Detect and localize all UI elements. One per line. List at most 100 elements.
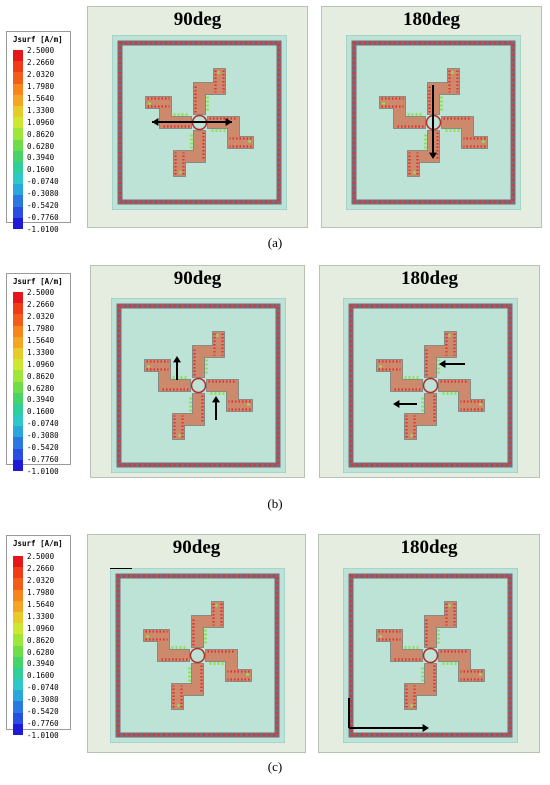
- caption-c: (c): [267, 759, 283, 774]
- legend-tick-label: -0.3080: [27, 695, 59, 705]
- arm-body: [427, 68, 460, 115]
- legend-ticks: 2.5000 2.2660 2.0320 1.7980 1.5640 1.3300 1.09…: [27, 45, 59, 236]
- arm-body: [424, 331, 457, 378]
- legend-color-swatch: [13, 459, 23, 471]
- arrow-head: [225, 118, 232, 126]
- arrow-head: [393, 400, 400, 408]
- legend-color-swatch: [13, 206, 23, 218]
- spiral-arm: [144, 359, 191, 392]
- arm-body: [404, 393, 437, 440]
- panel-c-180deg: 180deg: [318, 534, 540, 753]
- legend-color-swatch: [13, 94, 23, 106]
- arm-currents: [378, 360, 421, 391]
- panel-title: 180deg: [403, 9, 460, 30]
- arrow-head: [152, 118, 159, 126]
- legend-title: Jsurf [A/m]: [13, 539, 63, 548]
- arm-body: [376, 359, 423, 392]
- arm-currents: [405, 395, 436, 438]
- arm-currents: [209, 117, 252, 148]
- legend-color-swatch: [13, 381, 23, 393]
- spiral-arm: [376, 629, 423, 662]
- legend-tick-label: -1.0100: [27, 225, 59, 235]
- arrow-head: [173, 356, 181, 363]
- arm-low-currents: [206, 71, 222, 111]
- legend-color-swatch: [13, 50, 23, 62]
- legend-tick-label: 1.0960: [27, 117, 55, 127]
- arm-low-currents: [148, 100, 188, 116]
- substrate: [343, 298, 518, 473]
- legend-color-swatch: [13, 578, 23, 590]
- figure-row-c: Jsurf [A/m] 2.5000 2.2660 2.0320 1.7980 1.56…: [0, 528, 550, 785]
- legend-color-swatch: [13, 325, 23, 337]
- legend-tick-label: -1.0100: [27, 731, 59, 741]
- arm-low-currents: [146, 633, 186, 649]
- legend-tick-label: 0.8620: [27, 371, 55, 381]
- legend-color-swatch: [13, 72, 23, 84]
- legend-color-swatch: [13, 667, 23, 680]
- legend-color-swatch: [13, 184, 23, 196]
- arm-low-currents: [437, 604, 453, 644]
- antenna-current-plot: [111, 298, 286, 473]
- spiral-arm: [192, 331, 225, 378]
- arm-currents: [440, 380, 483, 411]
- legend-color-swatch: [13, 292, 23, 304]
- legend-tick-label: -0.5420: [27, 443, 59, 453]
- legend-color-swatch: [13, 448, 23, 460]
- legend-color-swatch: [13, 611, 23, 624]
- arm-currents: [440, 650, 483, 681]
- colorbar-legend: Jsurf [A/m] 2.5000 2.2660 2.0320 1.7980 1.56…: [6, 535, 71, 740]
- legend-tick-label: 0.3940: [27, 395, 55, 405]
- outer-loop-currents: [349, 574, 512, 737]
- antenna-current-plot: [343, 298, 518, 473]
- arm-currents: [207, 650, 250, 681]
- legend-color-swatch: [13, 656, 23, 668]
- antenna-current-plot: [346, 35, 521, 210]
- spiral-arm: [438, 649, 485, 682]
- arm-low-currents: [379, 363, 419, 379]
- legend-tick-label: 1.5640: [27, 599, 55, 609]
- colorbar-legend: Jsurf [A/m] 2.5000 2.2660 2.0320 1.7980 1.56…: [6, 273, 71, 476]
- arm-body: [171, 663, 204, 710]
- arm-currents: [425, 603, 456, 646]
- legend-tick-label: 0.6280: [27, 647, 55, 657]
- panel-b-180deg: 180deg: [319, 265, 540, 478]
- colorbar-legend: Jsurf [A/m] 2.5000 2.2660 2.0320 1.7980 1.56…: [6, 31, 71, 234]
- legend-color-swatch: [13, 392, 23, 404]
- legend-tick-label: 0.6280: [27, 141, 55, 151]
- legend-color-swatch: [13, 139, 23, 151]
- arm-low-currents: [209, 662, 249, 678]
- legend-color-swatch: [13, 556, 23, 568]
- antenna-structure: [346, 35, 521, 210]
- arm-currents: [405, 665, 436, 708]
- arm-body: [404, 663, 437, 710]
- legend-tick-label: 0.3940: [27, 153, 55, 163]
- legend-color-swatch: [13, 634, 23, 646]
- arrow-head: [429, 152, 437, 159]
- arm-low-currents: [442, 662, 482, 678]
- arm-low-currents: [445, 129, 485, 145]
- legend-tick-label: -0.3080: [27, 431, 59, 441]
- legend-title: Jsurf [A/m]: [13, 277, 63, 286]
- legend-color-swatch: [13, 150, 23, 162]
- legend-tick-label: 0.1600: [27, 165, 55, 175]
- spiral-arms: [143, 601, 252, 710]
- arm-body: [407, 130, 440, 177]
- arm-currents: [425, 333, 456, 376]
- legend-color-swatch: [13, 589, 23, 601]
- spiral-arm: [438, 379, 485, 412]
- substrate: [110, 568, 285, 743]
- spiral-arms: [145, 68, 254, 177]
- legend-color-swatch: [13, 403, 23, 416]
- legend-tick-label: 2.5000: [27, 552, 55, 561]
- arm-low-currents: [437, 334, 453, 374]
- legend-tick-label: -0.3080: [27, 189, 59, 199]
- current-direction-arrows: [152, 118, 232, 126]
- legend-tick-label: -0.7760: [27, 455, 59, 465]
- arrow-head: [439, 360, 446, 368]
- legend-tick-label: -0.0740: [27, 177, 59, 187]
- legend-tick-label: 1.3300: [27, 105, 55, 115]
- spiral-arm: [143, 629, 190, 662]
- substrate: [111, 298, 286, 473]
- arm-low-currents: [442, 392, 482, 408]
- legend-color-swatch: [13, 105, 23, 118]
